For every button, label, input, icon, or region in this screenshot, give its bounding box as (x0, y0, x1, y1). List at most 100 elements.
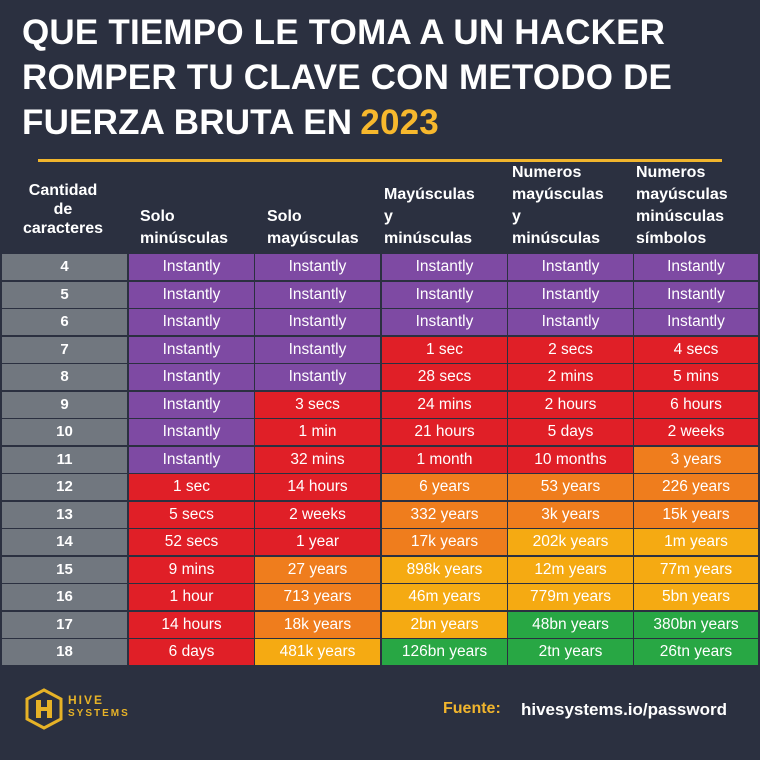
hive-logo-icon (25, 688, 63, 730)
time-cell: 14 hours (255, 474, 380, 500)
time-cell: Instantly (382, 281, 507, 308)
time-cell: 48bn years (508, 611, 633, 638)
time-cell: 5 secs (129, 501, 254, 528)
time-cell: 2 weeks (634, 419, 758, 445)
logo-text: HIVE SYSTEMS (68, 693, 130, 721)
time-cell: 28 secs (382, 364, 507, 390)
time-cell: 1m years (634, 529, 758, 555)
time-cell: Instantly (129, 446, 254, 473)
column-header-4-line: mayúsculas (512, 186, 604, 203)
time-cell: 1 sec (129, 474, 254, 500)
time-cell: 2 weeks (255, 501, 380, 528)
character-count-cell: 9 (2, 391, 127, 418)
time-cell: 26tn years (634, 639, 758, 665)
table-row: 12 1 sec 14 hours 6 years 53 years 226 years (0, 474, 760, 500)
time-cell: 3k years (508, 501, 633, 528)
time-cell: Instantly (634, 309, 758, 335)
count-header-line-1: Cantidad (28, 182, 98, 199)
time-cell: 2tn years (508, 639, 633, 665)
time-cell: Instantly (129, 419, 254, 445)
column-header-count: Cantidad de caracteres (8, 181, 118, 238)
time-cell: 3 years (634, 446, 758, 473)
time-cell: 24 mins (382, 391, 507, 418)
table-row: 11 Instantly 32 mins 1 month 10 months 3 year… (0, 446, 760, 473)
table-row: 6 Instantly Instantly Instantly Instantly Ins… (0, 309, 760, 335)
column-header-5-line: Numeros (636, 164, 706, 181)
time-cell: Instantly (255, 336, 380, 363)
time-cell: 17k years (382, 529, 507, 555)
page-title: QUE TIEMPO LE TOMA A UN HACKER ROMPER TU… (22, 10, 742, 145)
time-cell: Instantly (255, 254, 380, 280)
column-header-2-line: mayúsculas (267, 230, 359, 247)
time-cell: 126bn years (382, 639, 507, 665)
column-header-4-line: Numeros (512, 164, 582, 181)
time-cell: 3 secs (255, 391, 380, 418)
time-cell: 481k years (255, 639, 380, 665)
column-header-4-line: y (512, 208, 521, 225)
time-cell: 380bn years (634, 611, 758, 638)
table-row: 17 14 hours 18k years 2bn years 48bn years 38… (0, 611, 760, 638)
column-header-1: Solo minúsculas (140, 206, 266, 250)
time-cell: 1 min (255, 419, 380, 445)
table-row: 8 Instantly Instantly 28 secs 2 mins 5 mins (0, 364, 760, 390)
character-count-cell: 6 (2, 309, 127, 335)
time-cell: Instantly (255, 281, 380, 308)
source-link[interactable]: hivesystems.io/password (521, 700, 727, 719)
time-cell: Instantly (129, 254, 254, 280)
time-cell: 9 mins (129, 556, 254, 583)
table-row: 13 5 secs 2 weeks 332 years 3k years 15k year… (0, 501, 760, 528)
title-line-1: QUE TIEMPO LE TOMA A UN HACKER (22, 13, 666, 52)
character-count-cell: 10 (2, 419, 127, 445)
time-cell: Instantly (129, 364, 254, 390)
time-cell: 18k years (255, 611, 380, 638)
logo-word-systems: SYSTEMS (68, 708, 130, 719)
table-row: 10 Instantly 1 min 21 hours 5 days 2 weeks (0, 419, 760, 445)
time-cell: 202k years (508, 529, 633, 555)
time-cell: Instantly (255, 364, 380, 390)
table-row: 9 Instantly 3 secs 24 mins 2 hours 6 hours (0, 391, 760, 418)
time-cell: 46m years (382, 584, 507, 610)
column-header-1-line: minúsculas (140, 230, 229, 247)
time-cell: 713 years (255, 584, 380, 610)
count-header-line-2: de (53, 201, 73, 218)
column-header-5: Numeros mayúsculas minúsculas símbolos (636, 162, 760, 250)
time-cell: 6 years (382, 474, 507, 500)
column-header-4-line: minúsculas (512, 230, 601, 247)
column-header-2: Solo mayúsculas (267, 206, 393, 250)
table-row: 16 1 hour 713 years 46m years 779m years 5bn … (0, 584, 760, 610)
character-count-cell: 12 (2, 474, 127, 500)
time-cell: 32 mins (255, 446, 380, 473)
column-header-3-line: Mayúsculas (384, 186, 475, 203)
time-cell: 2bn years (382, 611, 507, 638)
time-cell: 1 hour (129, 584, 254, 610)
character-count-cell: 18 (2, 639, 127, 665)
time-cell: Instantly (129, 336, 254, 363)
time-cell: 21 hours (382, 419, 507, 445)
time-cell: Instantly (382, 309, 507, 335)
time-cell: 2 hours (508, 391, 633, 418)
source-label: Fuente: (443, 700, 501, 717)
time-cell: 332 years (382, 501, 507, 528)
column-header-5-line: símbolos (636, 230, 707, 247)
character-count-cell: 7 (2, 336, 127, 363)
time-cell: Instantly (129, 309, 254, 335)
time-cell: 10 months (508, 446, 633, 473)
column-header-5-line: mayúsculas (636, 186, 728, 203)
time-cell: 27 years (255, 556, 380, 583)
hive-systems-logo: HIVE SYSTEMS (24, 688, 128, 735)
time-cell: 6 hours (634, 391, 758, 418)
table-row: 14 52 secs 1 year 17k years 202k years 1m yea… (0, 529, 760, 555)
time-cell: 5bn years (634, 584, 758, 610)
character-count-cell: 8 (2, 364, 127, 390)
time-cell: 14 hours (129, 611, 254, 638)
character-count-cell: 17 (2, 611, 127, 638)
time-cell: 2 mins (508, 364, 633, 390)
column-header-3: Mayúsculas y minúsculas (384, 184, 510, 250)
time-cell: 2 secs (508, 336, 633, 363)
time-cell: 1 sec (382, 336, 507, 363)
character-count-cell: 4 (2, 254, 127, 280)
time-cell: 1 month (382, 446, 507, 473)
time-cell: 5 mins (634, 364, 758, 390)
time-cell: 4 secs (634, 336, 758, 363)
time-cell: 1 year (255, 529, 380, 555)
